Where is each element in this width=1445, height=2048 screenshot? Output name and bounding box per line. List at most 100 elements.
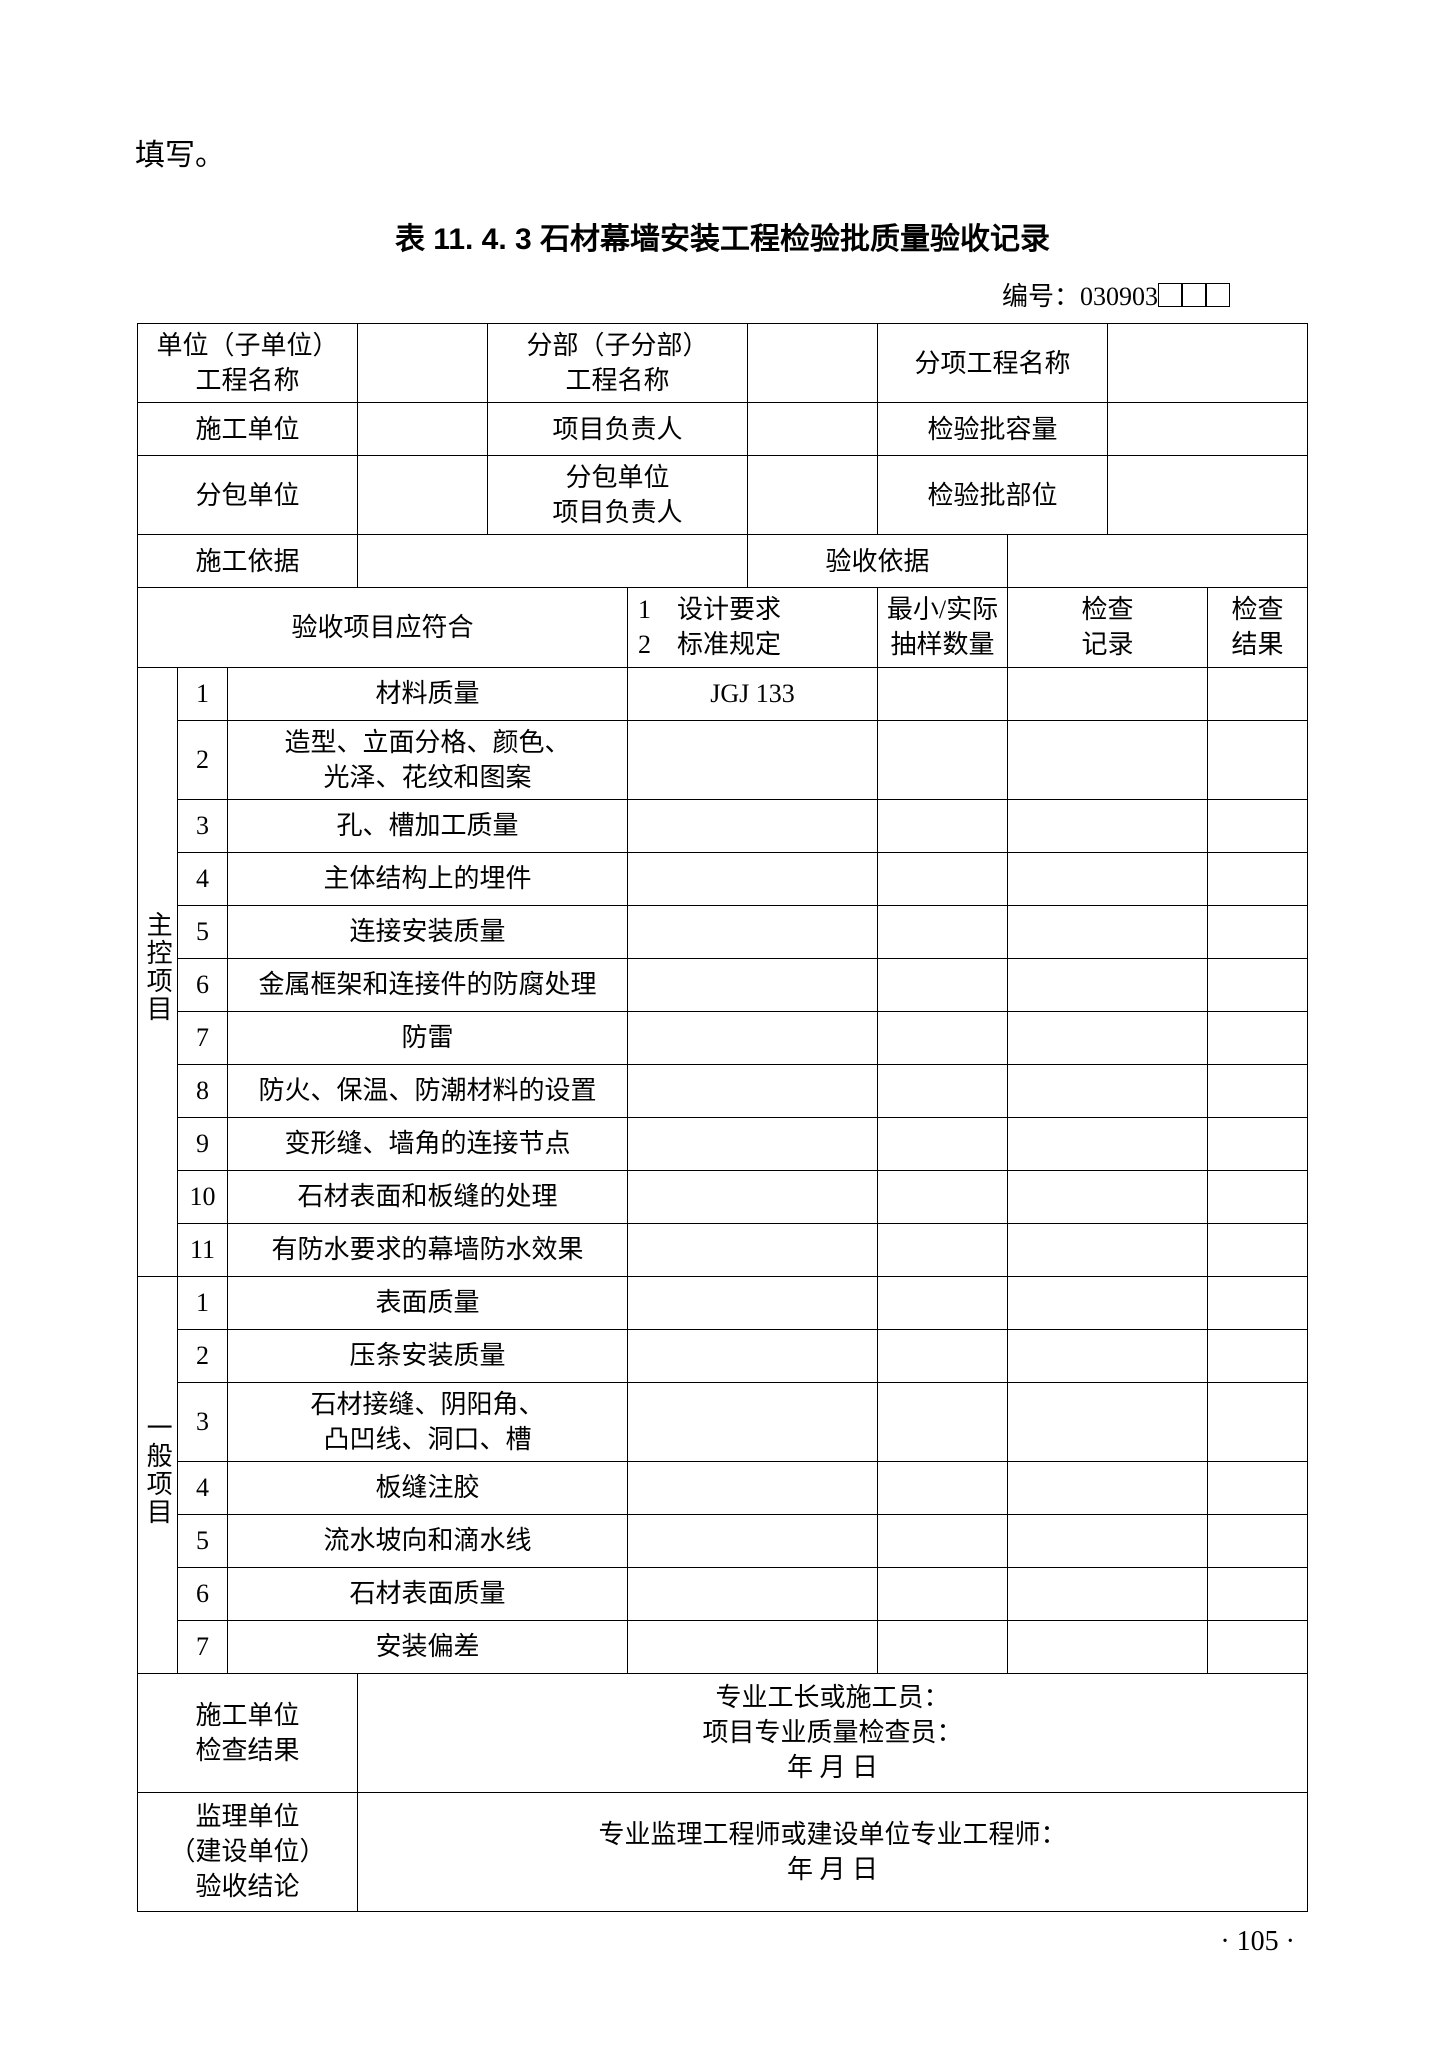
row-record (1008, 1567, 1208, 1620)
row-std (628, 1461, 878, 1514)
row-qty (878, 905, 1008, 958)
row-result (1208, 1620, 1308, 1673)
row-item: 金属框架和连接件的防腐处理 (227, 958, 627, 1011)
row-qty (878, 720, 1008, 799)
row-result (1208, 1064, 1308, 1117)
row-item: 流水坡向和滴水线 (227, 1514, 627, 1567)
row-item: 板缝注胶 (227, 1461, 627, 1514)
code-line: 编号：030903 (135, 276, 1310, 313)
hdr-subcontract: 分包单位 (137, 456, 357, 535)
row-std (628, 1329, 878, 1382)
hdr-item-name: 分项工程名称 (878, 324, 1108, 403)
row-result (1208, 1514, 1308, 1567)
code-prefix: 编号：030903 (1002, 282, 1158, 311)
row-result (1208, 667, 1308, 720)
hdr-subdiv-name: 分部（子分部）工程名称 (488, 324, 748, 403)
row-qty (878, 667, 1008, 720)
row-std: JGJ 133 (628, 667, 878, 720)
row-qty (878, 1011, 1008, 1064)
row-std (628, 1382, 878, 1461)
row-item: 孔、槽加工质量 (227, 799, 627, 852)
hdr-sample-qty: 最小/实际抽样数量 (878, 588, 1008, 667)
row-qty (878, 1223, 1008, 1276)
cell-blank (358, 456, 488, 535)
row-result (1208, 1276, 1308, 1329)
row-record (1008, 958, 1208, 1011)
cell-blank (1008, 535, 1308, 588)
row-std (628, 799, 878, 852)
inspection-table: 单位（子单位）工程名称 分部（子分部）工程名称 分项工程名称 施工单位 项目负责… (137, 323, 1308, 1912)
row-qty (878, 958, 1008, 1011)
hdr-batch-capacity: 检验批容量 (878, 403, 1108, 456)
row-result (1208, 720, 1308, 799)
row-item: 表面质量 (227, 1276, 627, 1329)
row-item: 有防水要求的幕墙防水效果 (227, 1223, 627, 1276)
cell-blank (1108, 456, 1308, 535)
row-item: 主体结构上的埋件 (227, 852, 627, 905)
row-num: 5 (177, 905, 227, 958)
row-result (1208, 1223, 1308, 1276)
row-item: 石材表面质量 (227, 1567, 627, 1620)
row-std (628, 958, 878, 1011)
row-num: 5 (177, 1514, 227, 1567)
row-std (628, 905, 878, 958)
row-item: 变形缝、墙角的连接节点 (227, 1117, 627, 1170)
row-qty (878, 799, 1008, 852)
footer-construct-label: 施工单位检查结果 (137, 1673, 357, 1792)
hdr-batch-part: 检验批部位 (878, 456, 1108, 535)
row-item: 石材表面和板缝的处理 (227, 1170, 627, 1223)
code-box-2 (1182, 283, 1206, 307)
row-num: 1 (177, 1276, 227, 1329)
row-item: 连接安装质量 (227, 905, 627, 958)
row-record (1008, 905, 1208, 958)
row-std (628, 1514, 878, 1567)
sig-line-2: 项目专业质量检查员： (360, 1715, 1305, 1750)
row-std (628, 720, 878, 799)
row-num: 6 (177, 1567, 227, 1620)
row-result (1208, 1117, 1308, 1170)
row-qty (878, 1382, 1008, 1461)
row-record (1008, 1620, 1208, 1673)
row-std (628, 1117, 878, 1170)
row-std (628, 1223, 878, 1276)
row-qty (878, 1567, 1008, 1620)
hdr-accept-basis: 验收依据 (748, 535, 1008, 588)
page-number: · 105 · (1220, 1926, 1295, 1958)
row-item: 石材接缝、阴阳角、凸凹线、洞口、槽 (227, 1382, 627, 1461)
hdr-project-lead: 项目负责人 (488, 403, 748, 456)
row-num: 2 (177, 1329, 227, 1382)
row-result (1208, 1011, 1308, 1064)
row-record (1008, 1011, 1208, 1064)
row-qty (878, 1620, 1008, 1673)
row-record (1008, 1064, 1208, 1117)
row-item: 防火、保温、防潮材料的设置 (227, 1064, 627, 1117)
cell-blank (358, 324, 488, 403)
row-record (1008, 1223, 1208, 1276)
top-text: 填写。 (135, 130, 1310, 174)
hdr-check-record: 检查记录 (1008, 588, 1208, 667)
row-num: 1 (177, 667, 227, 720)
code-box-1 (1158, 283, 1182, 307)
row-record (1008, 1170, 1208, 1223)
row-item: 材料质量 (227, 667, 627, 720)
sig-line-1: 专业监理工程师或建设单位专业工程师： (360, 1817, 1305, 1852)
row-record (1008, 1514, 1208, 1567)
row-num: 6 (177, 958, 227, 1011)
row-record (1008, 799, 1208, 852)
sig-line-1: 专业工长或施工员： (360, 1680, 1305, 1715)
code-box-3 (1206, 283, 1230, 307)
cell-blank (358, 403, 488, 456)
row-qty (878, 1064, 1008, 1117)
row-result (1208, 799, 1308, 852)
cell-blank (748, 456, 878, 535)
hdr-check-result: 检查结果 (1208, 588, 1308, 667)
hdr-construct-basis: 施工依据 (137, 535, 357, 588)
hdr-design-req: 1 设计要求2 标准规定 (628, 588, 878, 667)
row-num: 8 (177, 1064, 227, 1117)
hdr-subcontract-lead: 分包单位项目负责人 (488, 456, 748, 535)
hdr-unit-name: 单位（子单位）工程名称 (137, 324, 357, 403)
row-num: 4 (177, 1461, 227, 1514)
row-std (628, 1567, 878, 1620)
row-result (1208, 852, 1308, 905)
row-qty (878, 1329, 1008, 1382)
